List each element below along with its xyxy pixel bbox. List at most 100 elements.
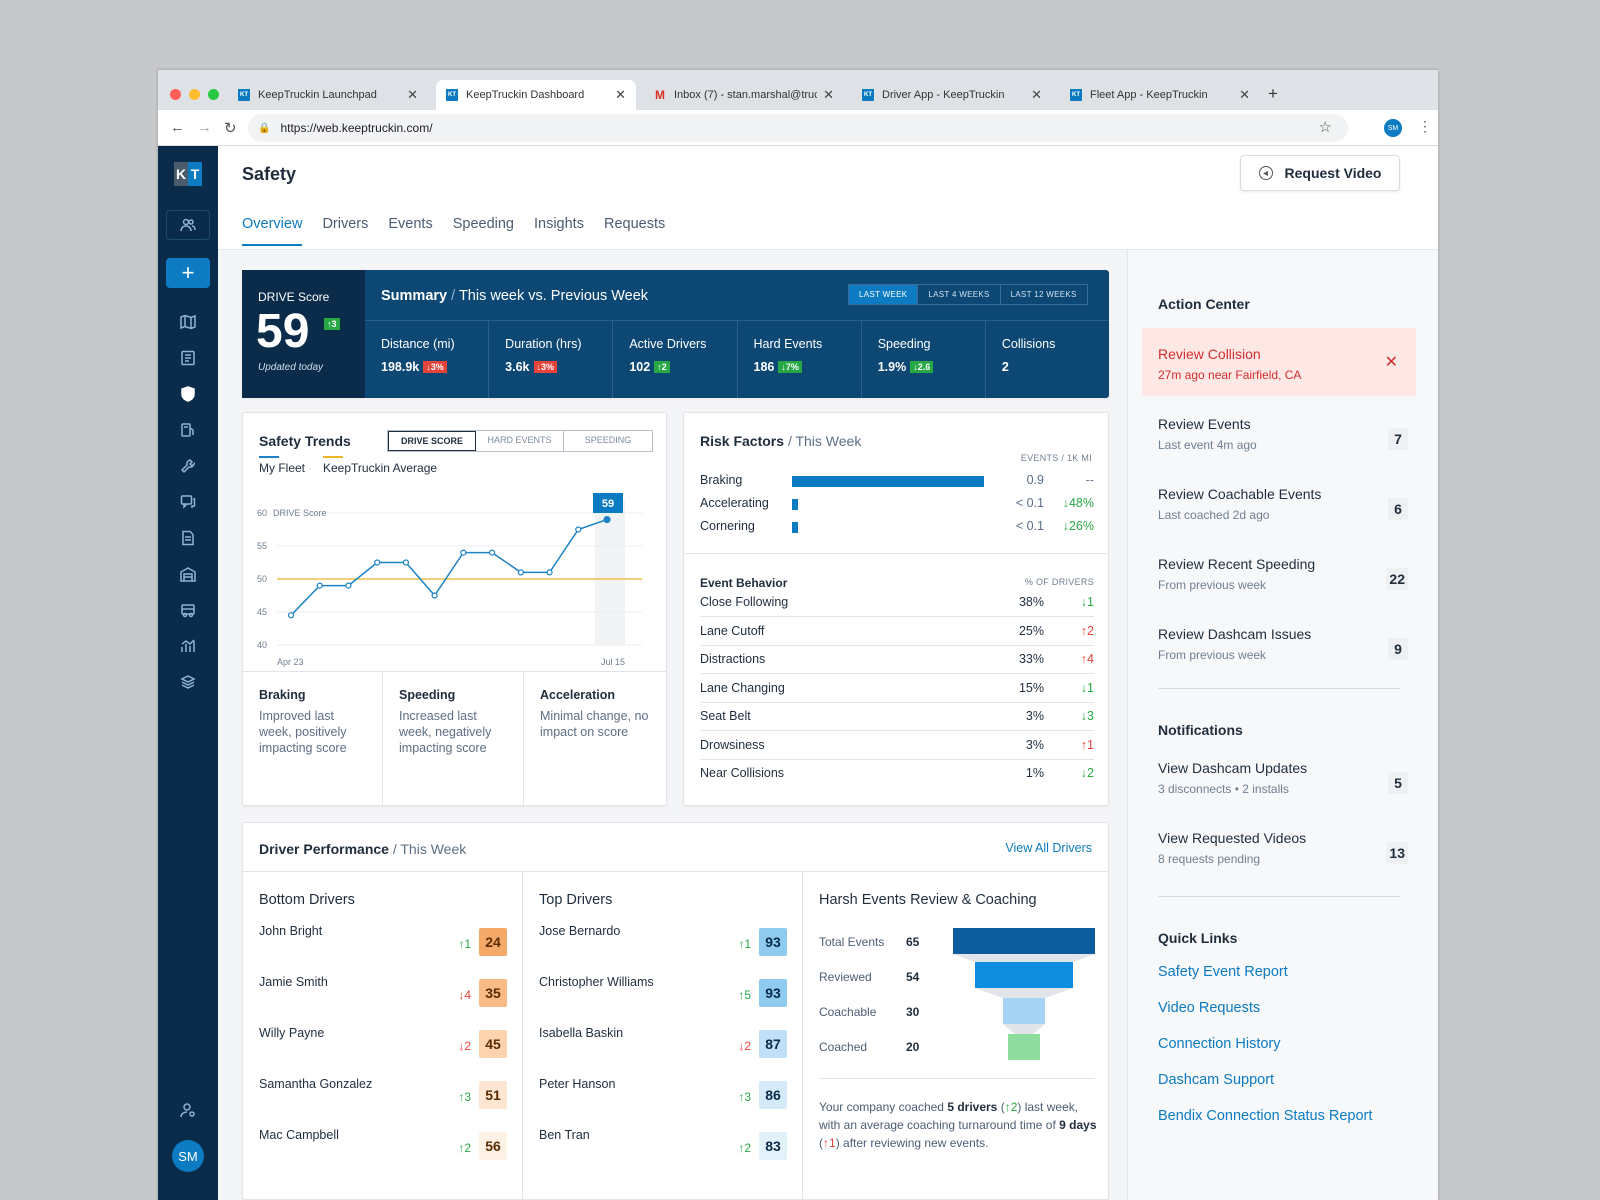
browser-tab-active[interactable]: KT KeepTruckin Dashboard ✕ [436, 80, 636, 110]
logs-icon[interactable] [176, 346, 200, 370]
driver-row[interactable]: Mac Campbell ↑2 56 [259, 1128, 507, 1160]
data-point[interactable] [402, 559, 410, 566]
close-tab-icon[interactable]: ✕ [1239, 87, 1250, 102]
maximize-window-button[interactable] [208, 89, 219, 100]
data-point[interactable] [374, 559, 381, 566]
view-all-drivers-link[interactable]: View All Drivers [1005, 841, 1092, 855]
close-tab-icon[interactable]: ✕ [823, 87, 834, 102]
toggle-speeding[interactable]: SPEEDING [584, 435, 632, 445]
profile-avatar[interactable]: SM [1384, 119, 1402, 137]
data-point[interactable] [345, 582, 352, 589]
wrench-icon[interactable] [176, 454, 200, 478]
driver-row[interactable]: Jose Bernardo ↑1 93 [539, 924, 787, 956]
browser-tab[interactable]: KT Fleet App - KeepTruckin ✕ [1060, 80, 1260, 110]
driver-row[interactable]: Ben Tran ↑2 83 [539, 1128, 787, 1160]
url-field[interactable]: 🔒 https://web.keeptruckin.com/ ☆ [248, 114, 1348, 142]
tab-insights[interactable]: Insights [533, 216, 584, 232]
action-item[interactable]: View Requested Videos 8 requests pending 1… [1158, 830, 1408, 866]
range-last-week[interactable]: LAST WEEK [849, 285, 919, 304]
data-point[interactable] [603, 516, 611, 524]
close-tab-icon[interactable]: ✕ [407, 87, 418, 102]
divider [1158, 896, 1400, 897]
driver-row[interactable]: Christopher Williams ↑5 93 [539, 975, 787, 1007]
toggle-drive-score[interactable]: DRIVE SCORE [388, 431, 476, 451]
new-tab-icon[interactable]: + [1268, 84, 1278, 103]
close-window-button[interactable] [170, 89, 181, 100]
close-icon[interactable]: ✕ [1384, 354, 1398, 371]
driver-score-badge: 86 [759, 1081, 787, 1109]
reports-icon[interactable] [176, 634, 200, 658]
data-point[interactable] [316, 582, 323, 589]
data-point[interactable] [488, 549, 496, 556]
quick-link[interactable]: Bendix Connection Status Report [1158, 1108, 1373, 1124]
action-item[interactable]: Review Dashcam Issues From previous week 9 [1158, 626, 1408, 662]
data-point[interactable] [287, 612, 295, 619]
toggle-hard-events[interactable]: HARD EVENTS [476, 431, 564, 451]
event-behavior-row: Near Collisions 1% ↓2 [700, 760, 1094, 788]
layers-icon[interactable] [176, 670, 200, 694]
driver-score-badge: 93 [759, 979, 787, 1007]
funnel-value: 20 [906, 1040, 920, 1054]
sidebar-add-button[interactable]: + [166, 258, 210, 288]
data-point[interactable] [546, 569, 553, 576]
metric-change: ↓7% [778, 361, 802, 373]
review-collision-alert[interactable]: Review Collision 27m ago near Fairfield,… [1142, 328, 1416, 396]
action-item[interactable]: Review Coachable Events Last coached 2d a… [1158, 486, 1408, 522]
data-point[interactable] [517, 569, 524, 576]
quick-link[interactable]: Dashcam Support [1158, 1072, 1275, 1088]
browser-menu-icon[interactable]: ⋮ [1418, 118, 1432, 134]
tab-requests[interactable]: Requests [603, 216, 666, 232]
driver-row[interactable]: Isabella Baskin ↓2 87 [539, 1026, 787, 1058]
driver-row[interactable]: Jamie Smith ↓4 35 [259, 975, 507, 1007]
x-tick-label: Apr 23 [277, 657, 304, 667]
action-item-count: 22 [1386, 568, 1408, 590]
browser-tab[interactable]: M Inbox (7) - stan.marshal@trucki ✕ [644, 80, 844, 110]
forward-icon[interactable]: → [197, 119, 212, 136]
reload-icon[interactable]: ↻ [224, 119, 237, 137]
tab-overview[interactable]: Overview [242, 216, 303, 246]
action-item[interactable]: View Dashcam Updates 3 disconnects • 2 in… [1158, 760, 1408, 796]
browser-tab[interactable]: KT Driver App - KeepTruckin ✕ [852, 80, 1052, 110]
driver-row[interactable]: John Bright ↑1 24 [259, 924, 507, 956]
messages-icon[interactable] [176, 490, 200, 514]
quick-link[interactable]: Connection History [1158, 1036, 1281, 1052]
driver-row[interactable]: Peter Hanson ↑3 86 [539, 1077, 787, 1109]
close-tab-icon[interactable]: ✕ [1031, 87, 1042, 102]
action-item[interactable]: Review Events Last event 4m ago 7 [1158, 416, 1408, 452]
documents-icon[interactable] [176, 526, 200, 550]
harsh-events-column: Harsh Events Review & Coaching Total Eve… [803, 871, 1109, 1200]
tab-speeding[interactable]: Speeding [452, 216, 514, 232]
browser-tab[interactable]: KT KeepTruckin Launchpad ✕ [228, 80, 428, 110]
range-last-4-weeks[interactable]: LAST 4 WEEKS [918, 285, 1001, 304]
close-tab-icon[interactable]: ✕ [615, 87, 626, 102]
sidebar-users-button[interactable] [166, 210, 210, 240]
range-last-12-weeks[interactable]: LAST 12 WEEKS [1010, 290, 1077, 299]
warehouse-icon[interactable] [176, 562, 200, 586]
fuel-icon[interactable] [176, 418, 200, 442]
quick-link[interactable]: Video Requests [1158, 1000, 1261, 1016]
minimize-window-button[interactable] [189, 89, 200, 100]
quick-link[interactable]: Safety Event Report [1158, 964, 1288, 980]
tab-drivers[interactable]: Drivers [322, 216, 369, 232]
data-point[interactable] [431, 592, 438, 599]
map-icon[interactable] [176, 310, 200, 334]
driver-row[interactable]: Willy Payne ↓2 45 [259, 1026, 507, 1058]
divider [1158, 688, 1400, 689]
tab-events[interactable]: Events [388, 216, 433, 232]
data-point[interactable] [575, 526, 582, 533]
user-settings-icon[interactable] [176, 1098, 200, 1122]
event-behavior-row: Lane Changing 15% ↓1 [700, 675, 1094, 703]
legend-my-fleet: My Fleet [259, 456, 305, 475]
user-avatar[interactable]: SM [172, 1140, 204, 1172]
request-video-button[interactable]: ◀ Request Video [1240, 155, 1400, 191]
driver-row[interactable]: Samantha Gonzalez ↑3 51 [259, 1077, 507, 1109]
back-icon[interactable]: ← [170, 119, 185, 136]
action-item[interactable]: Review Recent Speeding From previous week… [1158, 556, 1408, 592]
shield-icon[interactable] [176, 382, 200, 406]
data-point[interactable] [460, 549, 467, 556]
bookmark-star-icon[interactable]: ☆ [1318, 119, 1332, 136]
vehicle-icon[interactable] [176, 598, 200, 622]
event-behavior-row: Lane Cutoff 25% ↑2 [700, 618, 1094, 646]
metric-label: Hard Events [753, 337, 823, 351]
